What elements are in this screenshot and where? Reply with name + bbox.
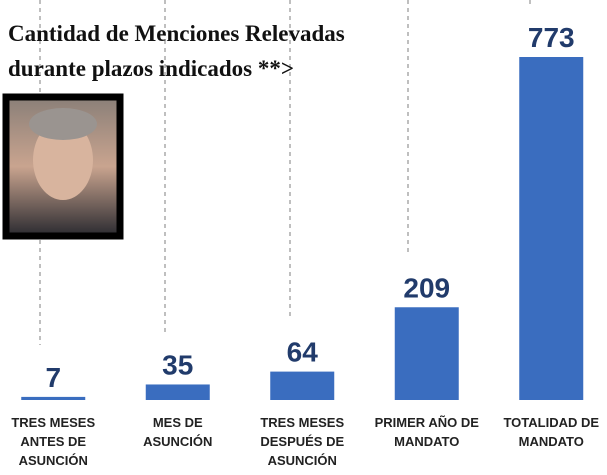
x-tick-label: MES DE ASUNCIÓN [117, 413, 239, 451]
chart: 7 35 64 209 773 Cantidad de Menciones Releva… [0, 0, 607, 475]
bar [270, 372, 334, 400]
bar [395, 307, 459, 400]
value-label: 773 [528, 22, 575, 53]
bar [21, 397, 85, 400]
x-tick-label: TOTALIDAD DE MANDATO [490, 413, 607, 451]
portrait-hair [29, 108, 97, 140]
chart-title: Cantidad de Menciones Relevadas durante … [8, 16, 408, 86]
value-label: 64 [287, 337, 319, 368]
x-tick-label: PRIMER AÑO DE MANDATO [366, 413, 488, 451]
x-tick-label: TRES MESES DESPUÉS DE ASUNCIÓN [241, 413, 363, 470]
value-label: 209 [403, 272, 450, 303]
x-tick-label: TRES MESES ANTES DE ASUNCIÓN [0, 413, 114, 470]
bar [146, 384, 210, 400]
value-label: 35 [162, 349, 193, 380]
value-label: 7 [45, 362, 61, 393]
bar [519, 57, 583, 400]
